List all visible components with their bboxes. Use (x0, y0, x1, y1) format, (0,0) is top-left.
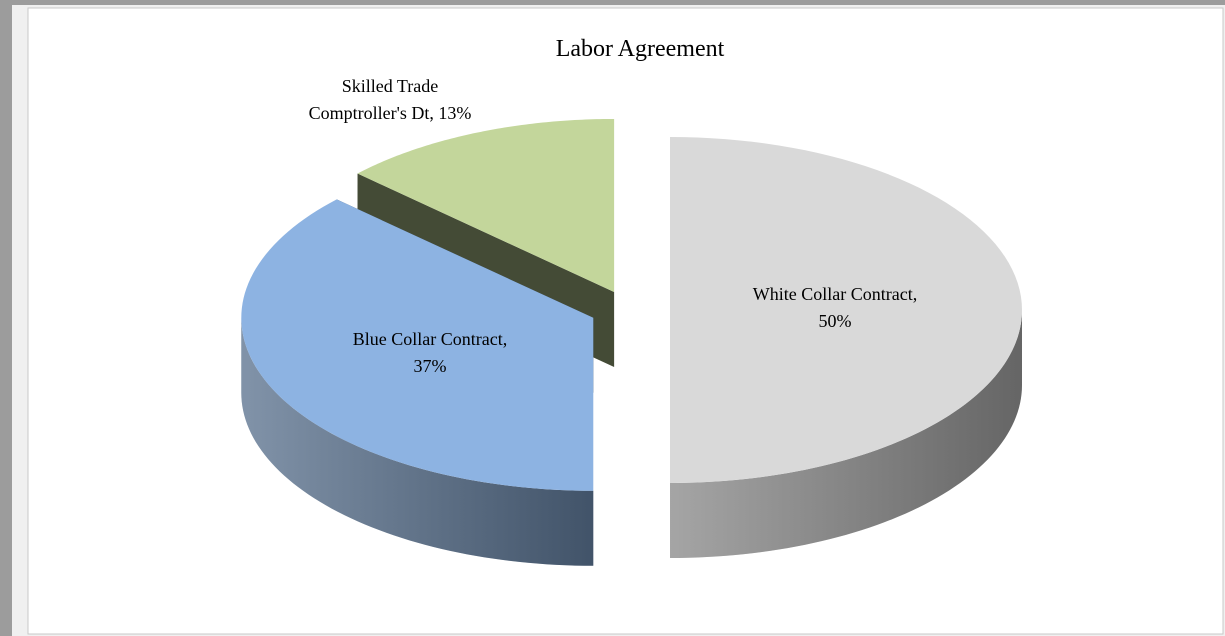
slice-wall-shade (670, 310, 1022, 558)
data-label: 37% (414, 356, 447, 376)
labels: White Collar Contract, 50% Blue Collar Con… (309, 76, 918, 376)
data-label: Skilled Trade (342, 76, 439, 96)
chart-area (27, 7, 1224, 635)
slice-top (241, 199, 594, 491)
data-label: White Collar Contract, (753, 284, 917, 304)
slice-top (357, 118, 615, 292)
slice (670, 137, 1022, 558)
slice-top (670, 137, 1022, 483)
data-label: Blue Collar Contract, (353, 329, 507, 349)
chart-title: Labor Agreement (556, 36, 725, 62)
slice (241, 199, 594, 566)
pie (241, 118, 1022, 566)
data-label: Comptroller's Dt, 13% (309, 103, 472, 123)
data-label: 50% (819, 311, 852, 331)
slice-wall-shade (241, 317, 594, 566)
